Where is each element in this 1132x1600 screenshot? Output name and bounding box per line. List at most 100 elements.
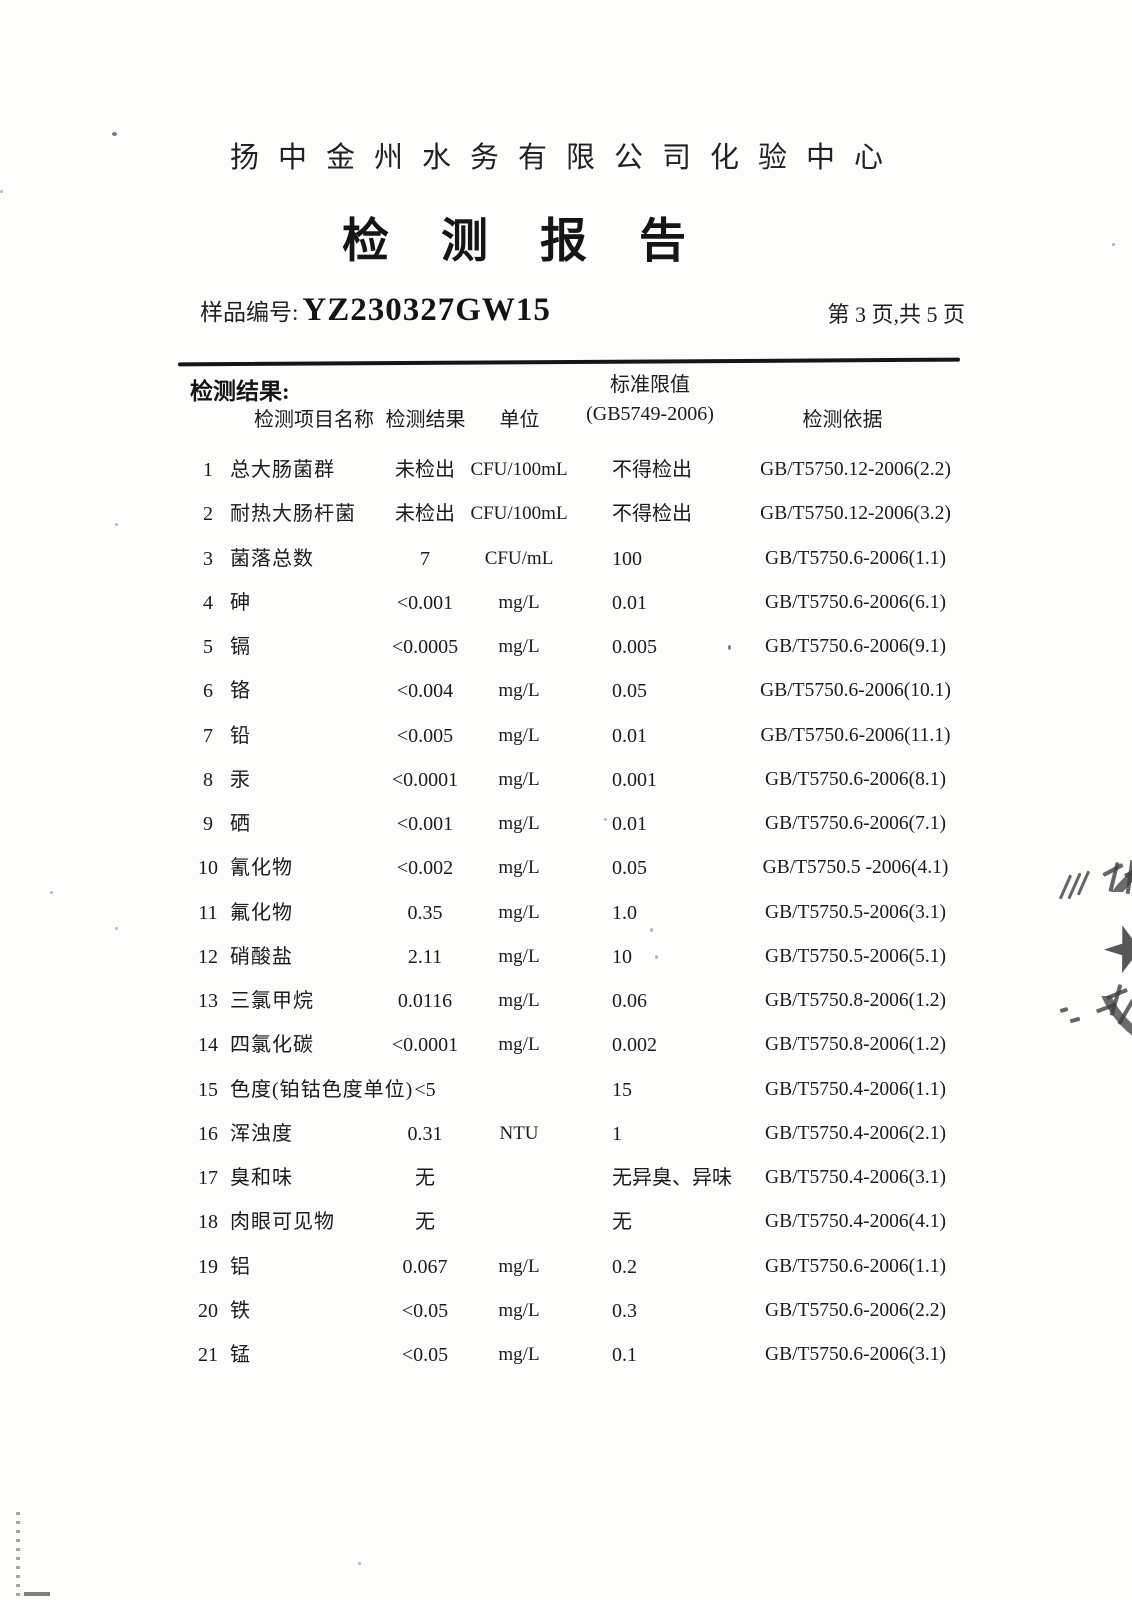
item-name: 锰	[230, 1344, 251, 1366]
partial-seal-stamp	[1040, 840, 1132, 1070]
item-name: 耐热大肠杆菌	[230, 503, 356, 526]
test-result: <0.002	[396, 857, 454, 880]
unit: mg/L	[498, 680, 540, 702]
standard-limit: 0.06	[612, 990, 647, 1012]
row-number: 10	[198, 857, 218, 880]
test-basis: GB/T5750.6-2006(3.1)	[765, 1344, 946, 1365]
item-name: 氰化物	[230, 857, 293, 880]
item-name: 氟化物	[230, 901, 293, 924]
table-row: 14 四氯化碳 <0.0001 mg/L 0.002 GB/T5750.8-2006(1.…	[0, 1028, 1132, 1062]
row-number: 17	[198, 1167, 218, 1189]
test-result: 0.31	[407, 1122, 443, 1145]
item-name: 硒	[230, 813, 251, 835]
item-name: 镉	[230, 636, 251, 658]
unit: mg/L	[498, 990, 540, 1011]
test-result: <0.0001	[391, 1034, 459, 1057]
test-result: <0.0001	[391, 768, 459, 791]
header-divider-rule	[177, 357, 961, 367]
item-name: 铅	[230, 724, 251, 747]
unit: mg/L	[498, 1299, 540, 1321]
table-row: 9 硒 <0.001 mg/L 0.01 GB/T5750.6-2006(7.1)	[0, 807, 1132, 841]
unit	[460, 1161, 578, 1195]
table-row: 12 硝酸盐 2.11 mg/L 10 GB/T5750.5-2006(5.1)	[0, 940, 1132, 974]
test-result: 未检出	[395, 503, 455, 526]
standard-limit: 不得检出	[612, 503, 692, 526]
results-section-label: 检测结果:	[190, 379, 290, 404]
test-result: 0.35	[407, 901, 443, 924]
test-basis: GB/T5750.5 -2006(4.1)	[762, 857, 949, 879]
unit: CFU/100mL	[470, 459, 568, 480]
test-basis: GB/T5750.6-2006(1.1)	[765, 547, 946, 569]
row-number: 5	[203, 636, 213, 658]
row-number: 15	[198, 1078, 218, 1101]
unit	[460, 1205, 578, 1239]
table-row: 21 锰 <0.05 mg/L 0.1 GB/T5750.6-2006(3.1)	[0, 1338, 1132, 1372]
standard-limit: 无异臭、异味	[612, 1167, 732, 1189]
column-header-result: 检测结果	[385, 409, 466, 431]
item-name: 四氯化碳	[230, 1034, 314, 1057]
standard-limit: 0.01	[612, 591, 647, 614]
organization-name: 扬中金州水务有限公司化验中心	[229, 142, 902, 174]
column-header-unit: 单位	[499, 409, 540, 431]
test-result: <5	[414, 1078, 436, 1101]
test-result: 7	[420, 547, 430, 570]
test-result: <0.005	[396, 724, 454, 747]
item-name: 硝酸盐	[230, 945, 293, 968]
row-number: 9	[203, 813, 213, 835]
test-result: 无	[415, 1167, 435, 1189]
table-row: 6 铬 <0.004 mg/L 0.05 GB/T5750.6-2006(10.1)	[0, 674, 1132, 708]
unit: mg/L	[498, 1344, 540, 1365]
test-result: <0.0005	[391, 636, 459, 658]
row-number: 19	[198, 1255, 218, 1278]
test-basis: GB/T5750.6-2006(1.1)	[765, 1255, 946, 1277]
item-name: 铁	[230, 1299, 251, 1322]
table-row: 4 砷 <0.001 mg/L 0.01 GB/T5750.6-2006(6.1)	[0, 586, 1132, 620]
test-basis: GB/T5750.5-2006(5.1)	[765, 945, 946, 967]
table-row: 15 色度(铂钴色度单位) <5 15 GB/T5750.4-2006(1.1)	[0, 1073, 1132, 1107]
standard-limit: 1	[612, 1122, 622, 1145]
sample-number-label: 样品编号:	[200, 300, 299, 325]
standard-limit: 1.0	[612, 901, 637, 924]
unit: mg/L	[498, 591, 540, 613]
unit: mg/L	[498, 1255, 540, 1277]
unit: mg/L	[498, 724, 540, 746]
table-row: 20 铁 <0.05 mg/L 0.3 GB/T5750.6-2006(2.2)	[0, 1294, 1132, 1328]
item-name: 色度(铂钴色度单位)	[230, 1078, 414, 1101]
sample-number-line: 样品编号: YZ230327GW15	[200, 292, 551, 329]
standard-limit: 0.05	[612, 857, 647, 880]
test-basis: GB/T5750.8-2006(1.2)	[765, 990, 946, 1011]
table-row: 7 铅 <0.005 mg/L 0.01 GB/T5750.6-2006(11.1)	[0, 719, 1132, 753]
unit: mg/L	[498, 857, 540, 879]
sample-number-value: YZ230327GW15	[302, 292, 551, 328]
standard-limit: 0.3	[612, 1299, 637, 1322]
row-number: 7	[203, 724, 213, 747]
test-basis: GB/T5750.6-2006(2.2)	[765, 1299, 946, 1321]
unit: mg/L	[498, 1034, 540, 1056]
test-basis: GB/T5750.8-2006(1.2)	[765, 1034, 946, 1056]
standard-limit: 0.002	[612, 1034, 657, 1057]
row-number: 6	[203, 680, 213, 703]
page-indicator: 第 3 页,共 5 页	[827, 302, 965, 327]
limit-header-top: 标准限值	[610, 374, 690, 396]
row-number: 4	[203, 591, 213, 614]
unit: NTU	[499, 1122, 539, 1144]
standard-limit: 10	[612, 945, 632, 968]
test-basis: GB/T5750.5-2006(3.1)	[765, 901, 946, 923]
standard-limit: 0.01	[612, 813, 647, 835]
column-header-limit-standard: (GB5749-2006)	[586, 403, 714, 425]
row-number: 14	[198, 1034, 218, 1057]
test-result: <0.05	[401, 1344, 449, 1366]
test-basis: GB/T5750.6-2006(11.1)	[760, 724, 951, 746]
test-basis: GB/T5750.4-2006(2.1)	[765, 1122, 946, 1144]
column-header-test-basis: 检测依据	[802, 409, 883, 431]
row-number: 3	[203, 547, 213, 570]
unit: mg/L	[498, 813, 540, 834]
test-result: 0.067	[402, 1255, 448, 1278]
item-name: 铬	[230, 680, 251, 703]
item-name: 汞	[230, 768, 251, 791]
test-basis: GB/T5750.6-2006(7.1)	[765, 813, 946, 834]
row-number: 2	[203, 503, 213, 526]
table-row: 2 耐热大肠杆菌 未检出 CFU/100mL 不得检出 GB/T5750.12-2006(…	[0, 497, 1132, 531]
test-basis: GB/T5750.6-2006(8.1)	[765, 768, 946, 790]
